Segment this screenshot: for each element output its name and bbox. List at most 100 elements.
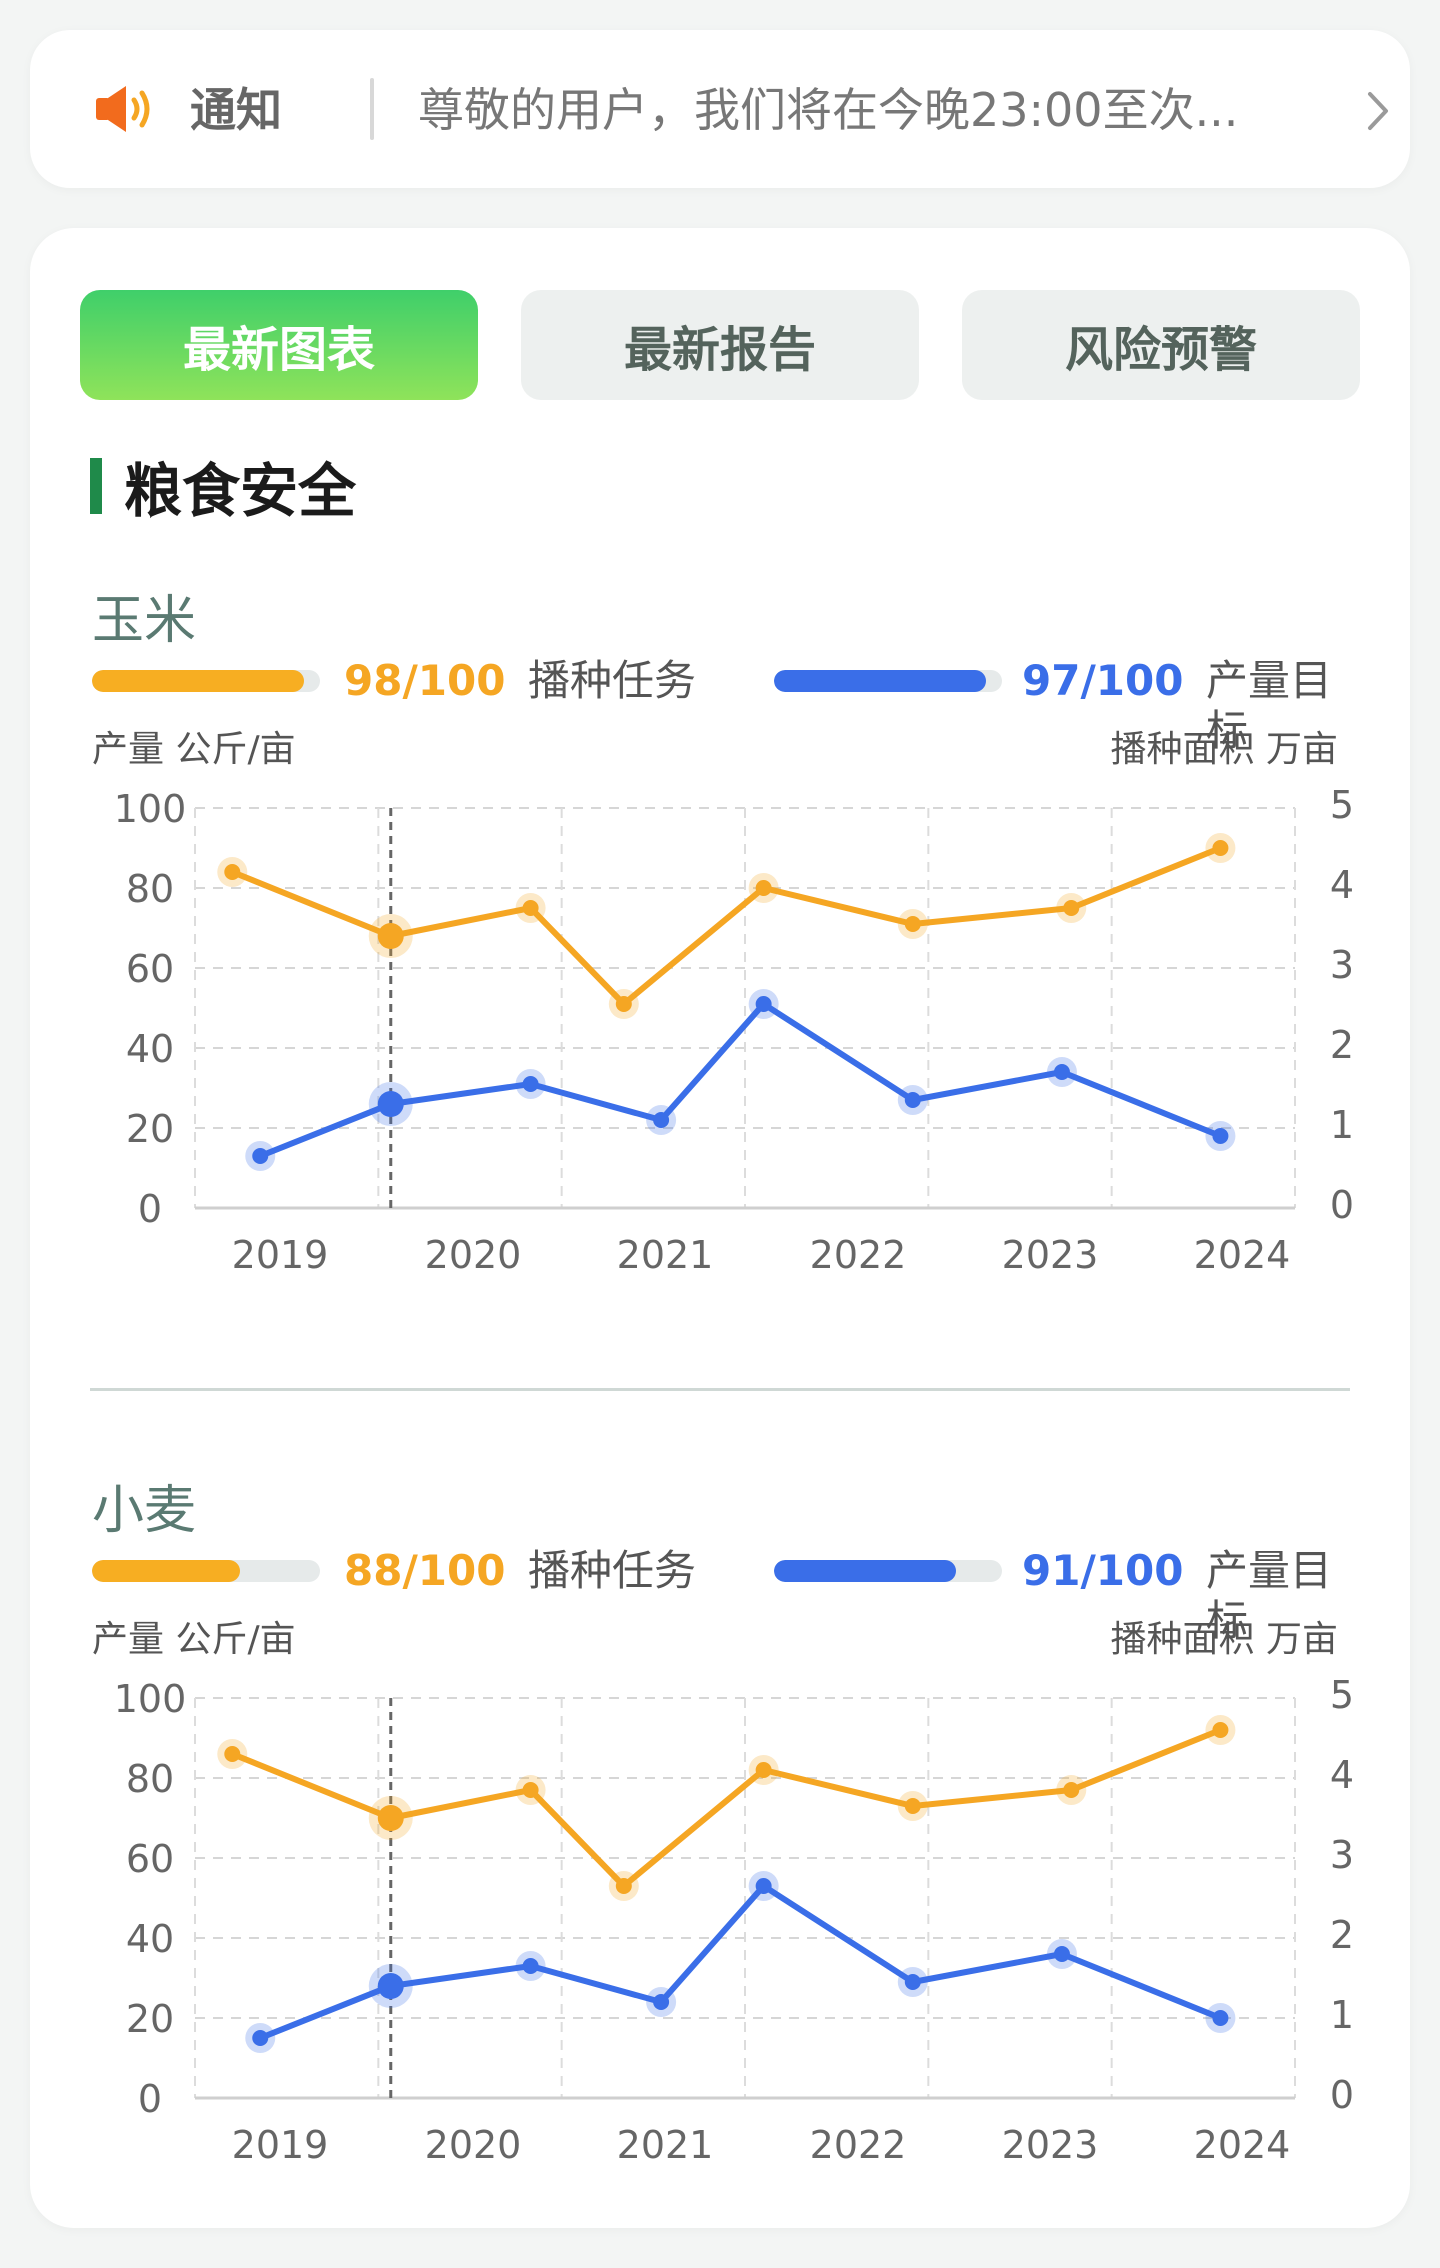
x-tick-label: 2022	[810, 1233, 907, 1277]
data-point	[1212, 840, 1229, 856]
data-point	[252, 1148, 269, 1164]
output-progress-fill	[774, 670, 987, 692]
y-tick-label: 60	[126, 1837, 174, 1881]
y-tick-label: 60	[126, 947, 174, 991]
data-point	[522, 1958, 539, 1974]
y2-tick-label: 2	[1330, 1023, 1354, 1067]
tab-risk-warning[interactable]: 风险预警	[962, 290, 1360, 400]
notice-divider	[370, 78, 374, 140]
notice-message[interactable]: 尊敬的用户，我们将在今晚23:00至次...	[418, 83, 1239, 137]
x-tick-label: 2021	[617, 2123, 714, 2167]
y-tick-label: 80	[126, 867, 174, 911]
tab-latest-charts[interactable]: 最新图表	[80, 290, 478, 400]
y-tick-label: 0	[138, 2077, 162, 2121]
chevron-right-icon[interactable]	[1358, 88, 1398, 134]
output-progress-value: 91/100	[1022, 1546, 1184, 1595]
left-axis-title: 产量 公斤/亩	[92, 729, 296, 770]
data-point	[755, 880, 772, 896]
x-tick-label: 2023	[1002, 1233, 1099, 1277]
y2-tick-label: 3	[1330, 1833, 1354, 1877]
data-point	[755, 996, 772, 1012]
output-progress-label: 产量目标	[1206, 1546, 1333, 1645]
y2-tick-label: 4	[1330, 1753, 1354, 1797]
data-point	[522, 1076, 539, 1092]
wheat-chart[interactable]: 0 20 40 60 80 100 0 1 2 3 4 5 2019 2020 2021 2022 2023 20…	[30, 1668, 1410, 2188]
sowing-progress-value: 88/100	[344, 1546, 506, 1595]
y-tick-label: 40	[126, 1917, 174, 1961]
x-tick-label: 2024	[1194, 1233, 1291, 1277]
x-tick-label: 2022	[810, 2123, 907, 2167]
data-point	[252, 2030, 269, 2046]
output-progress-bar	[774, 1560, 1002, 1582]
data-point	[615, 1878, 632, 1894]
x-tick-label: 2020	[425, 1233, 522, 1277]
data-point	[224, 1746, 241, 1762]
x-tick-label: 2021	[617, 1233, 714, 1277]
data-point	[377, 923, 404, 949]
y-tick-label: 0	[138, 1187, 162, 1231]
data-point	[522, 1782, 539, 1798]
data-point	[1063, 1782, 1080, 1798]
data-point	[615, 996, 632, 1012]
data-point	[1212, 1722, 1229, 1738]
output-progress-label: 产量目标	[1206, 656, 1333, 755]
y-tick-label: 40	[126, 1027, 174, 1071]
series-line	[257, 1883, 1224, 2041]
y2-tick-label: 2	[1330, 1913, 1354, 1957]
sowing-progress-fill	[92, 670, 305, 692]
crop-progress-row: 88/100 播种任务 91/100 产量目标	[92, 1546, 1372, 1645]
section-title-marker	[90, 458, 102, 514]
y2-tick-label: 5	[1330, 1673, 1354, 1717]
crop-name: 小麦	[92, 1481, 197, 1541]
y2-tick-label: 1	[1330, 1103, 1354, 1147]
data-point	[522, 900, 539, 916]
y2-tick-label: 5	[1330, 783, 1354, 827]
y-tick-label: 20	[126, 1107, 174, 1151]
y2-tick-label: 3	[1330, 943, 1354, 987]
data-point	[224, 864, 241, 880]
tab-latest-reports[interactable]: 最新报告	[521, 290, 919, 400]
x-tick-label: 2023	[1002, 2123, 1099, 2167]
crop-block-corn: 玉米 98/100 播种任务 97/100 产量目标 产量 公斤/亩 播种面积 …	[30, 578, 1410, 1378]
data-point	[377, 1805, 404, 1831]
data-point	[1063, 900, 1080, 916]
output-progress-fill	[774, 1560, 957, 1582]
y-tick-label: 20	[126, 1997, 174, 2041]
y2-tick-label: 1	[1330, 1993, 1354, 2037]
left-axis-title: 产量 公斤/亩	[92, 1619, 296, 1660]
y2-tick-label: 4	[1330, 863, 1354, 907]
x-tick-label: 2024	[1194, 2123, 1291, 2167]
data-point	[377, 1091, 404, 1117]
data-point	[904, 1798, 921, 1814]
y2-tick-label: 0	[1330, 1183, 1354, 1227]
data-point	[904, 1974, 921, 1990]
right-axis-title: 播种面积 万亩	[1110, 1619, 1338, 1660]
y-tick-label: 100	[114, 1677, 187, 1721]
x-tick-label: 2019	[232, 2123, 329, 2167]
section-title: 粮食安全	[90, 456, 356, 525]
series-line	[257, 1001, 1224, 1159]
notice-title: 通知	[190, 83, 282, 137]
speaker-icon	[96, 86, 150, 132]
output-progress-value: 97/100	[1022, 656, 1184, 705]
x-tick-label: 2020	[425, 2123, 522, 2167]
data-point	[377, 1973, 404, 1999]
y-tick-label: 100	[114, 787, 187, 831]
section-title-text: 粮食安全	[124, 457, 357, 525]
chart-grid	[194, 1697, 1296, 2100]
crop-progress-row: 98/100 播种任务 97/100 产量目标	[92, 656, 1372, 755]
right-axis-title: 播种面积 万亩	[1110, 729, 1338, 770]
notice-bar[interactable]: 通知 尊敬的用户，我们将在今晚23:00至次...	[30, 30, 1410, 188]
y-tick-label: 80	[126, 1757, 174, 1801]
data-point	[1212, 1128, 1229, 1144]
chart-grid	[194, 807, 1296, 1210]
data-point	[653, 1112, 670, 1128]
corn-chart[interactable]: 0 20 40 60 80 100 0 1 2 3 4 5 2019 2020 2021 2022 2023 20…	[30, 778, 1410, 1298]
crop-block-wheat: 小麦 88/100 播种任务 91/100 产量目标 产量 公斤/亩 播种面积 …	[30, 1468, 1410, 2268]
x-tick-label: 2019	[232, 1233, 329, 1277]
sowing-progress-bar	[92, 1560, 320, 1582]
crop-divider	[90, 1388, 1350, 1391]
data-point	[755, 1762, 772, 1778]
crop-name: 玉米	[92, 591, 197, 651]
series-line	[229, 1727, 1224, 1889]
